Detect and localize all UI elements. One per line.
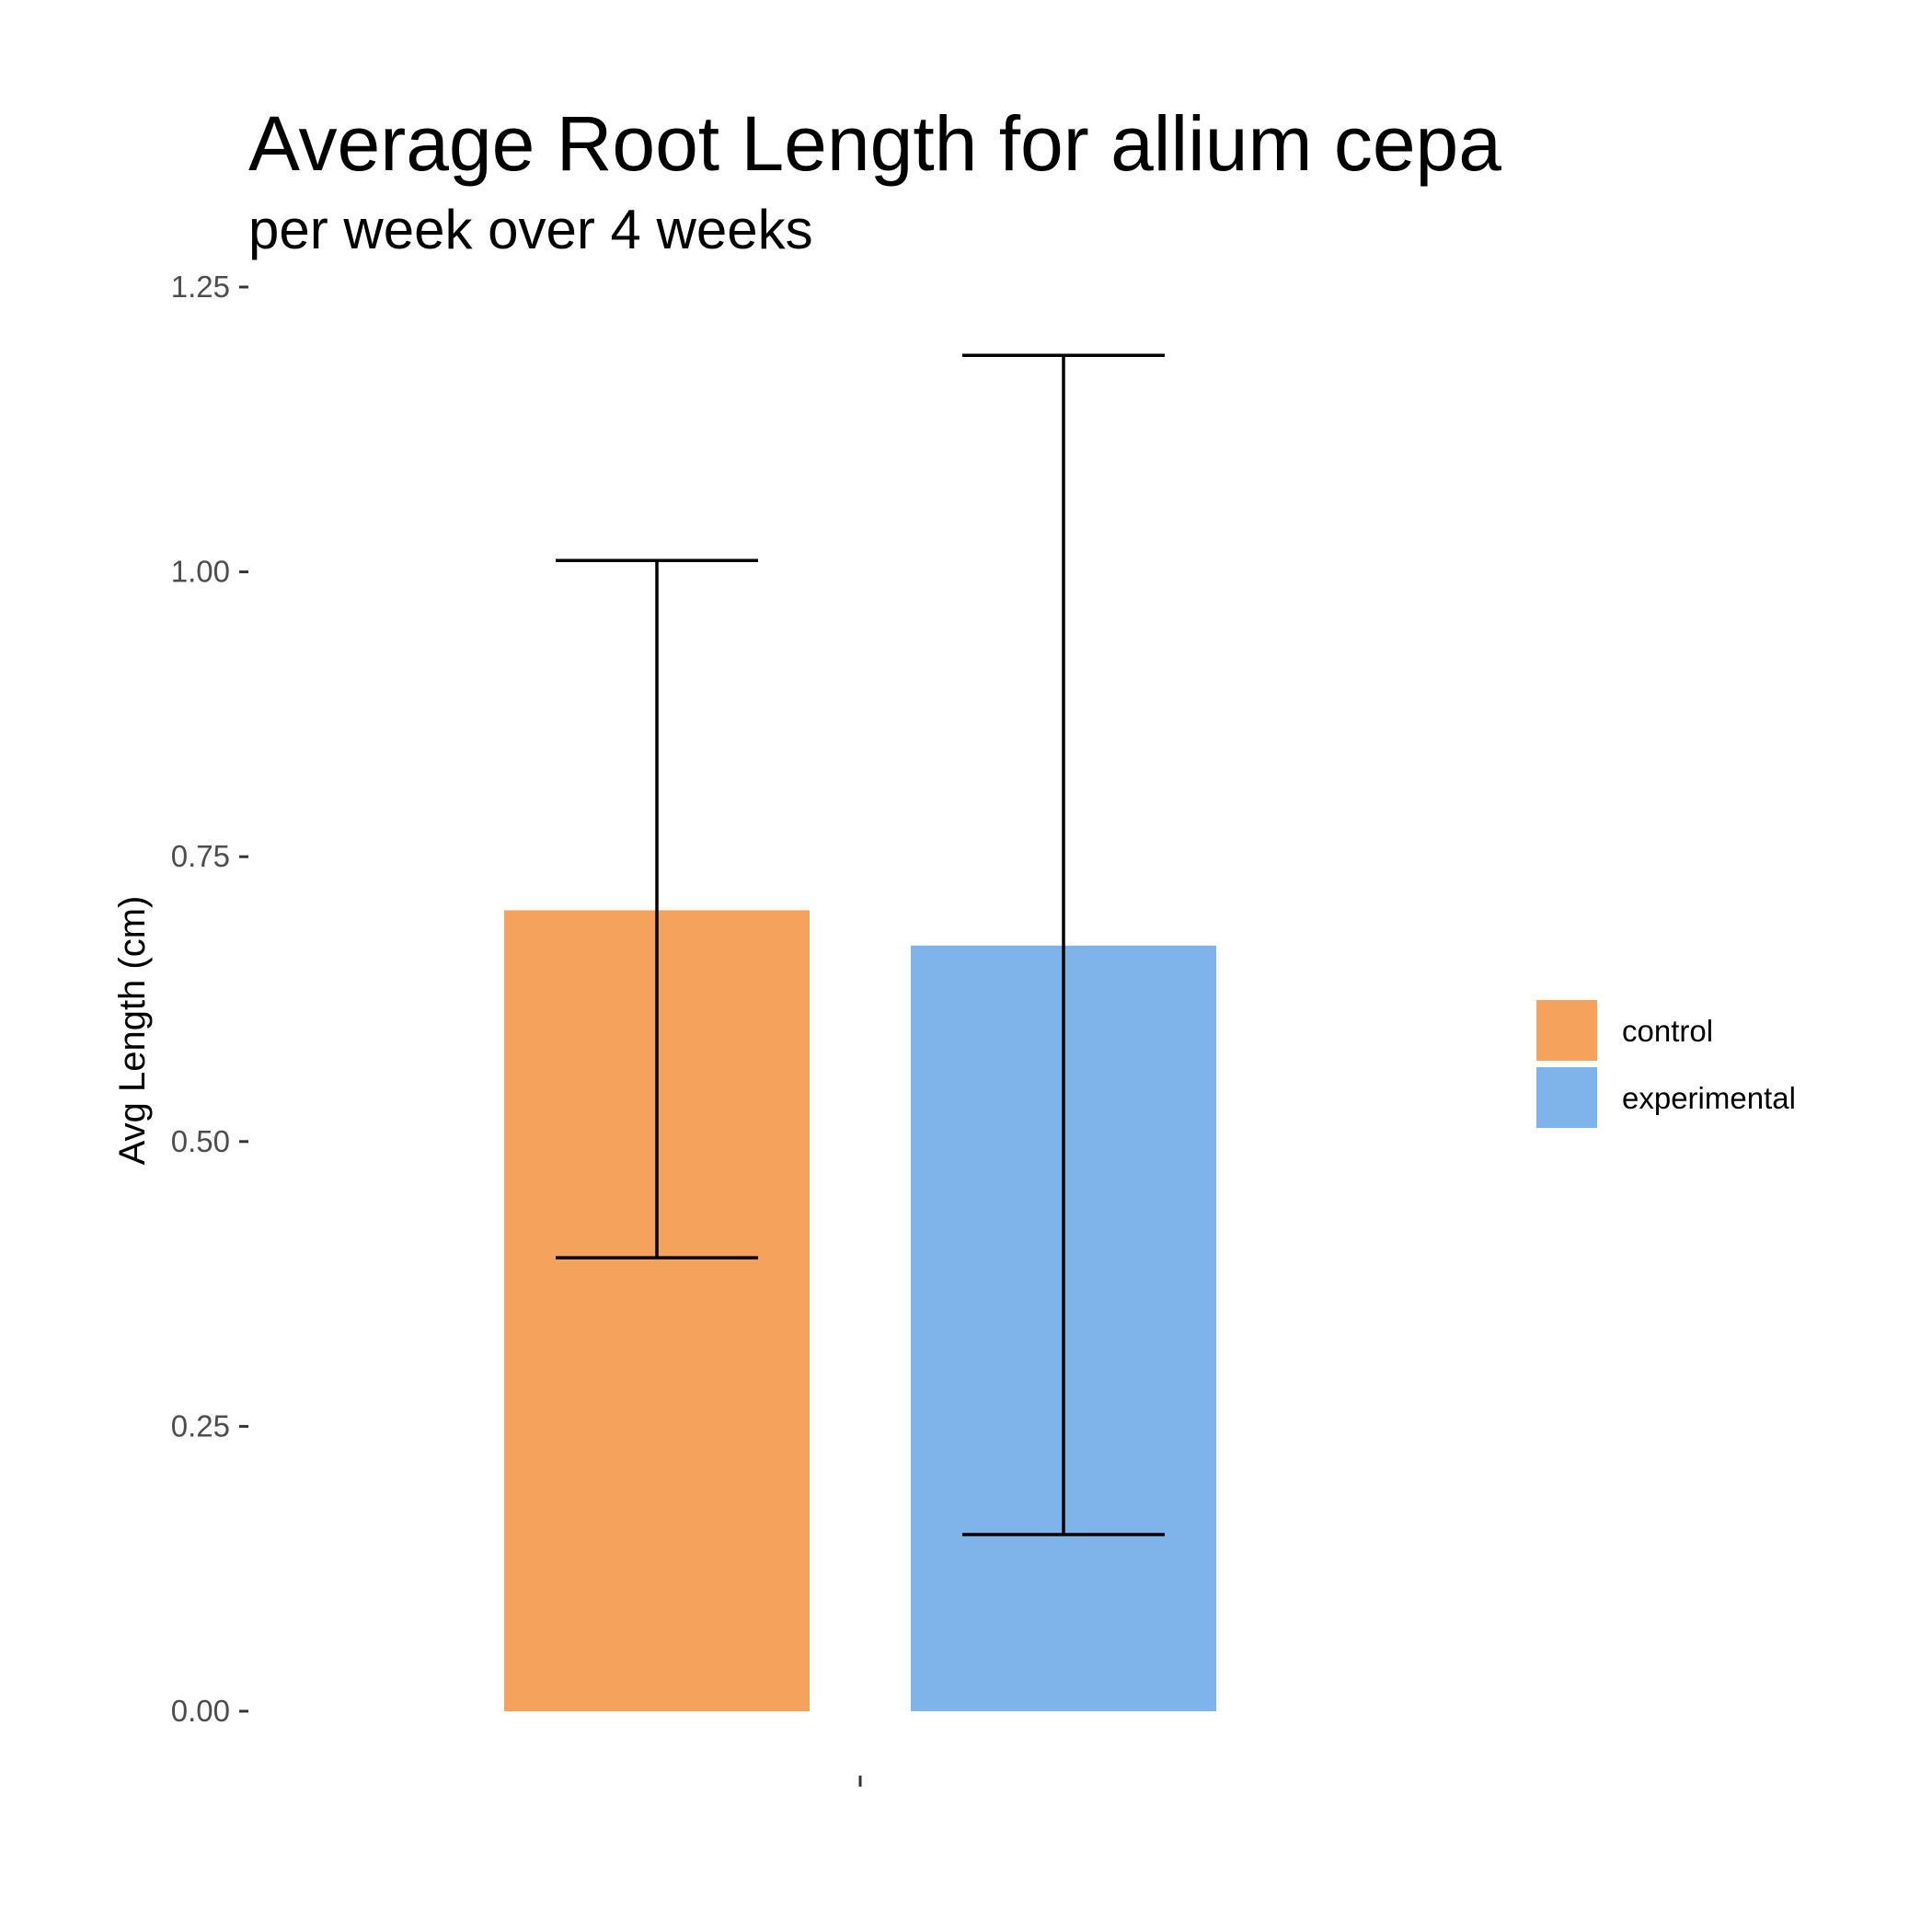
y-tick-label-4: 1.00 bbox=[171, 555, 230, 589]
error-bar-experimental bbox=[962, 353, 1165, 1536]
error-bars bbox=[556, 353, 1165, 1536]
bars bbox=[504, 910, 1216, 1711]
legend: control experimental bbox=[1536, 1000, 1796, 1128]
error-bar-control bbox=[556, 558, 758, 1259]
y-tick-label-3: 0.75 bbox=[171, 839, 230, 873]
y-tick-label-0: 0.00 bbox=[171, 1694, 230, 1728]
legend-label-experimental: experimental bbox=[1622, 1081, 1796, 1115]
chart-title: Average Root Length for allium cepa bbox=[248, 100, 1501, 187]
y-tick-label-5: 1.25 bbox=[171, 270, 230, 304]
y-axis-title: Avg Length (cm) bbox=[112, 896, 153, 1166]
y-axis: 0.00 0.25 0.50 0.75 1.00 1.25 bbox=[171, 270, 248, 1728]
legend-swatch-experimental bbox=[1536, 1067, 1597, 1128]
chart-subtitle: per week over 4 weeks bbox=[248, 199, 813, 260]
y-tick-label-1: 0.25 bbox=[171, 1409, 230, 1443]
legend-label-control: control bbox=[1622, 1014, 1713, 1048]
y-tick-label-2: 0.50 bbox=[171, 1124, 230, 1158]
legend-swatch-control bbox=[1536, 1000, 1597, 1061]
